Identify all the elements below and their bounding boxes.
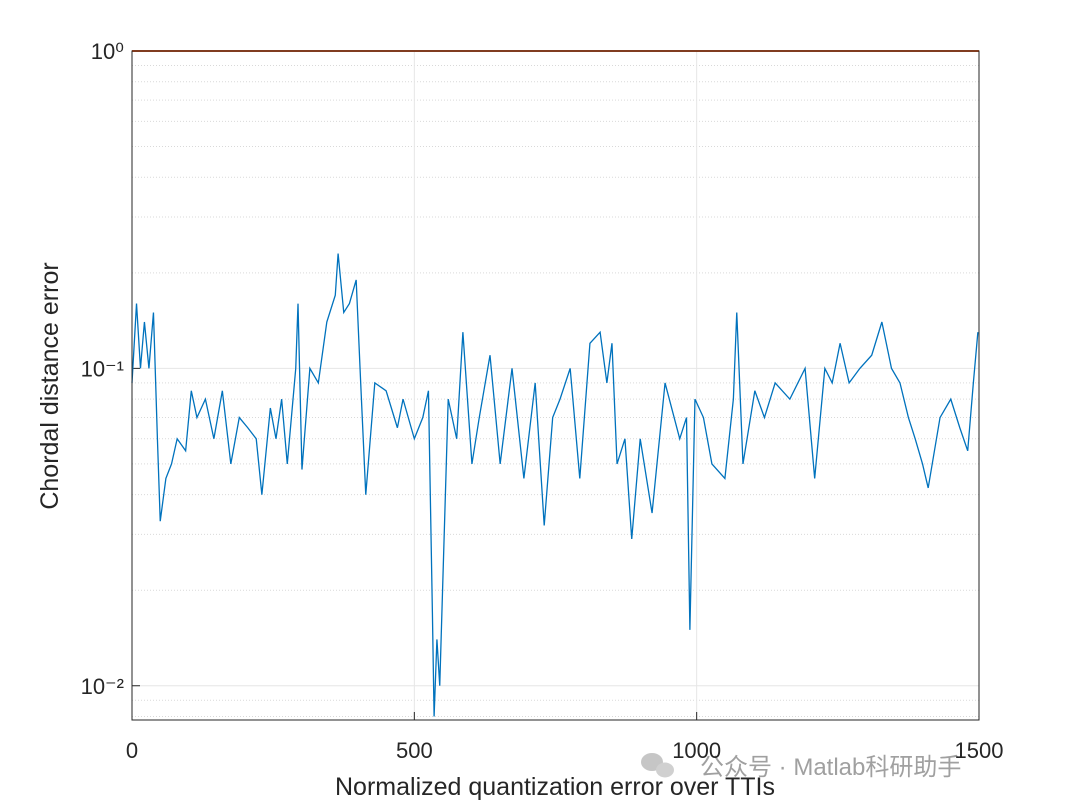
x-tick-label: 500 (396, 738, 433, 763)
y-tick-label: 10⁻¹ (81, 356, 124, 381)
y-axis-label: Chordal distance error (36, 262, 64, 509)
watermark: 公众号 · Matlab科研助手 (700, 754, 961, 781)
y-tick-label: 10⁻² (81, 674, 124, 699)
watermark-icon (641, 753, 674, 778)
x-tick-label: 1500 (955, 738, 1004, 763)
x-tick-label: 1000 (672, 738, 721, 763)
data-line (131, 253, 979, 717)
plot-area (132, 51, 979, 720)
axes-box (131, 50, 980, 721)
x-tick-label: 0 (126, 738, 138, 763)
x-axis-label: Normalized quantization error over TTIs (335, 773, 775, 801)
y-tick-label: 10⁰ (91, 39, 124, 64)
